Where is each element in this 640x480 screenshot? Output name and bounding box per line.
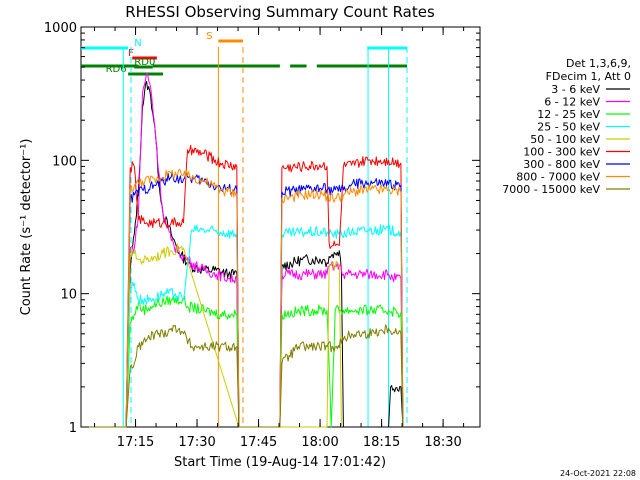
- y-axis-label: Count Rate (s⁻¹ detector⁻¹): [19, 139, 34, 316]
- timestamp: 24-Oct-2021 22:08: [560, 469, 636, 478]
- y-tick-label: 1: [69, 421, 77, 436]
- series-line: [81, 168, 404, 428]
- legend-label: 100 - 300 keV: [523, 146, 600, 159]
- y-tick-label: 100: [52, 154, 77, 169]
- x-tick-label: 17:15: [117, 435, 154, 450]
- series-line: [81, 171, 404, 428]
- flag-label: RD0: [134, 57, 155, 68]
- flag-label: F: [128, 48, 134, 59]
- chart-title: RHESSI Observing Summary Count Rates: [125, 3, 435, 21]
- series-layer: [81, 72, 404, 428]
- axes-layer: 1 10 100 1000 17:15 17:30 17:45 18:00 18:15 18:30: [44, 21, 480, 450]
- x-tick-label: 18:30: [424, 435, 461, 450]
- legend-label: 6 - 12 keV: [544, 96, 600, 109]
- x-tick-label: 18:00: [301, 435, 338, 450]
- flag-label: RD6: [106, 64, 127, 75]
- legend-header: FDecim 1, Att 0: [546, 70, 631, 83]
- x-axis-label: Start Time (19-Aug-14 17:01:42): [174, 455, 386, 470]
- legend-label: 300 - 800 keV: [523, 158, 600, 171]
- legend-label: 3 - 6 keV: [551, 83, 600, 96]
- series-line: [81, 72, 404, 428]
- x-tick-label: 17:30: [178, 435, 215, 450]
- legend-label: 12 - 25 keV: [537, 108, 600, 121]
- legend-header: Det 1,3,6,9,: [566, 57, 631, 70]
- flag-label: N: [134, 38, 141, 49]
- legend-label: 25 - 50 keV: [537, 121, 600, 134]
- y-tick-label: 10: [60, 288, 77, 303]
- y-tick-label: 1000: [44, 21, 77, 36]
- vlines-layer: [122, 47, 408, 427]
- flag-label: S: [206, 31, 212, 42]
- series-line: [81, 295, 404, 428]
- series-line: [81, 224, 404, 428]
- x-tick-label: 17:45: [240, 435, 277, 450]
- legend-label: 800 - 7000 keV: [516, 171, 600, 184]
- series-line: [81, 144, 404, 428]
- legend-label: 7000 - 15000 keV: [502, 183, 600, 196]
- legend-label: 50 - 100 keV: [530, 133, 600, 146]
- series-line: [81, 324, 404, 428]
- x-tick-label: 18:15: [363, 435, 400, 450]
- series-line: [81, 243, 342, 428]
